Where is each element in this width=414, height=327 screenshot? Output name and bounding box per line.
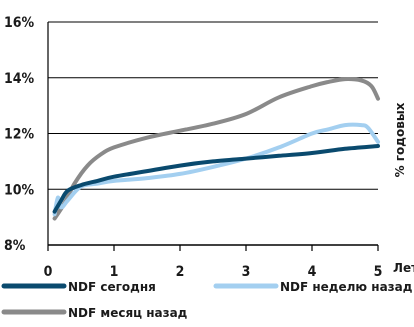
y-axis-label: % годовых (393, 102, 407, 177)
legend-label-week: NDF неделю назад (280, 280, 413, 294)
series-line-month (52, 77, 380, 221)
legend-label-month: NDF месяц назад (68, 306, 188, 320)
y-tick-label: 14% (4, 71, 35, 87)
x-tick-label: 5 (374, 264, 383, 280)
y-axis-ticks: 8% 10% 12% 14% 16% (4, 15, 35, 254)
x-axis-ticks: 0 1 2 3 4 5 (44, 245, 383, 280)
x-tick-label: 2 (176, 264, 185, 280)
gridlines (47, 21, 378, 246)
x-tick-label: 4 (308, 264, 317, 280)
legend-label-today: NDF сегодня (68, 280, 156, 294)
x-axis-label: Лет (393, 261, 414, 275)
series-lines (52, 77, 380, 221)
y-tick-label: 16% (4, 15, 35, 31)
legend: NDF сегодня NDF неделю назад NDF месяц наз… (1, 280, 413, 320)
x-tick-label: 1 (110, 264, 119, 280)
x-tick-label: 3 (242, 264, 251, 280)
y-tick-label: 8% (4, 238, 26, 254)
y-tick-label: 12% (4, 127, 35, 143)
x-tick-label: 0 (44, 264, 53, 280)
series-line-today (52, 144, 380, 214)
series-line-week (52, 122, 380, 217)
y-tick-label: 10% (4, 182, 35, 198)
